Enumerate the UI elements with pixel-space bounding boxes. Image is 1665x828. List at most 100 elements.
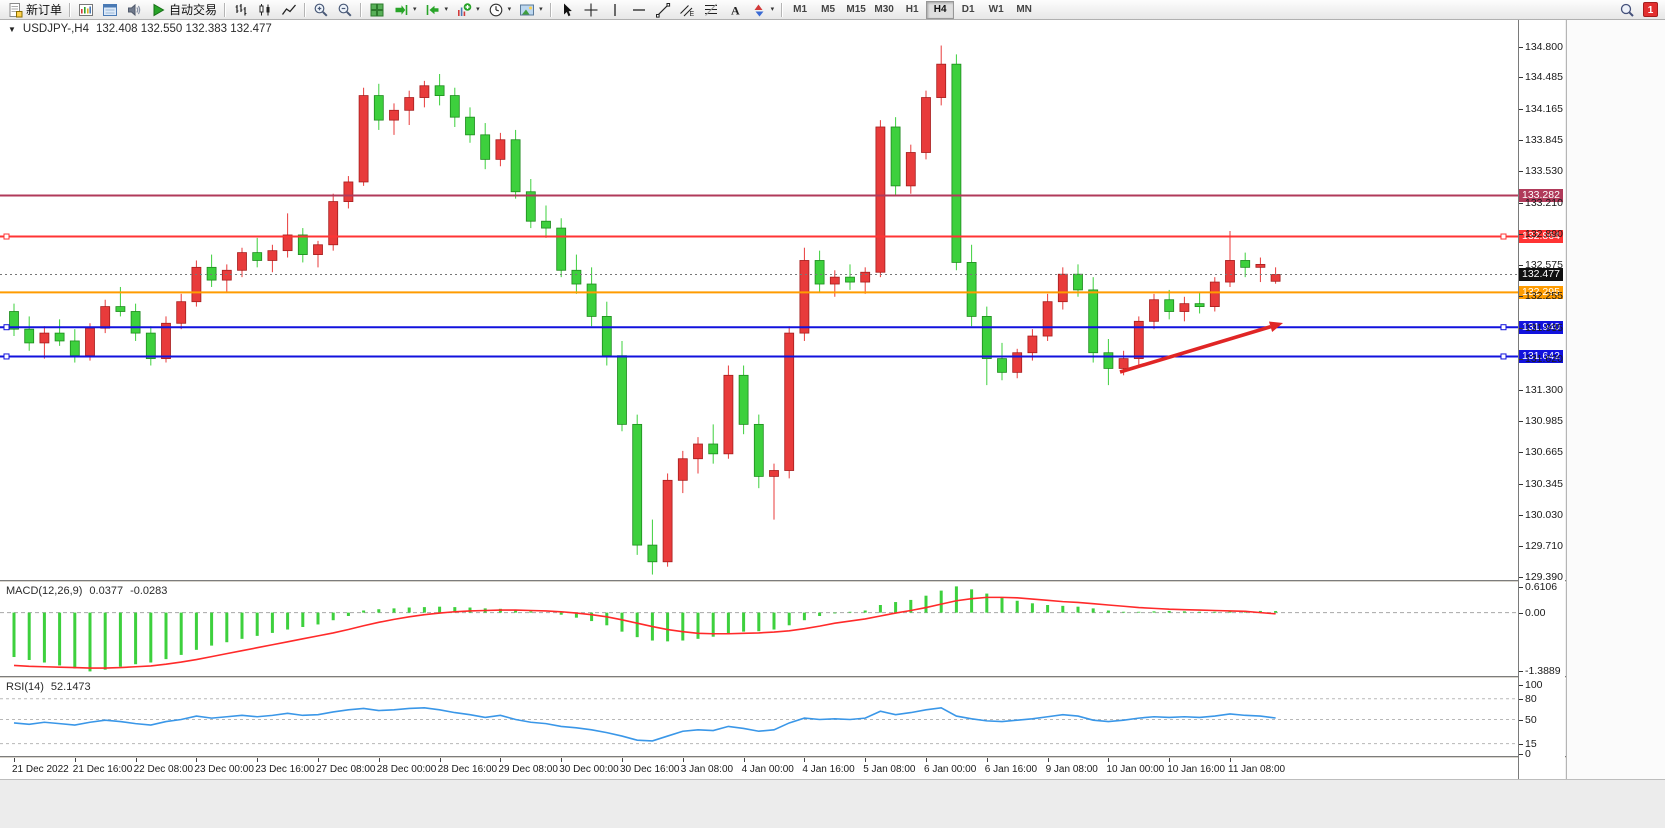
right-panel-area [1566, 20, 1665, 779]
equidistant-channel-button[interactable]: E [675, 0, 699, 20]
time-tick [135, 758, 137, 762]
zoom-out-button[interactable] [333, 0, 357, 20]
indicators-button[interactable]: ▾ [452, 0, 484, 20]
price-chart-pane[interactable]: ▼ USDJPY-,H4 132.408 132.550 132.383 132… [0, 20, 1518, 580]
price-badge-132.864: 132.864 [1519, 230, 1563, 244]
line-handle[interactable] [3, 233, 10, 240]
pane-separator[interactable] [0, 676, 1566, 679]
channel-icon: E [679, 4, 694, 18]
bars-icon [235, 3, 247, 15]
pane-separator[interactable] [0, 756, 1566, 758]
candle-body [784, 332, 795, 471]
macd-pane[interactable]: MACD(12,26,9) 0.0377 -0.0283 [0, 583, 1518, 676]
trendline-button[interactable] [651, 0, 675, 20]
time-tick [1169, 758, 1171, 762]
timeframe-m30[interactable]: M30 [874, 3, 894, 15]
horizontal-line-button[interactable] [627, 0, 651, 20]
dropdown-arrow-icon[interactable]: ▾ [507, 5, 512, 13]
notifications-badge[interactable]: 1 [1643, 2, 1658, 17]
timeframe-m15[interactable]: M15 [846, 3, 866, 15]
dropdown-arrow-icon[interactable]: ▾ [413, 5, 417, 13]
axis-tick [1519, 586, 1523, 588]
candle-body [252, 252, 263, 261]
price-chart-canvas [0, 45, 1518, 575]
timeframe-w1[interactable]: W1 [988, 3, 1004, 15]
time-tick [500, 758, 502, 762]
trend-arrow-annotation[interactable] [1119, 325, 1272, 374]
price-axis[interactable]: 133.282 132.864 132.295 131.940 131.642 132.4… [1518, 20, 1565, 779]
crosshair-button[interactable] [579, 0, 603, 20]
timeframe-h1[interactable]: H1 [905, 3, 919, 15]
line-handle[interactable] [1500, 324, 1507, 331]
price-badge-131.940: 131.940 [1519, 320, 1563, 334]
timeframe-h4[interactable]: H4 [926, 0, 955, 19]
bar-chart-type-button[interactable] [229, 0, 253, 20]
candle-body [282, 234, 293, 252]
date-label: 4 Jan 00:00 [741, 764, 794, 775]
candle-body [997, 358, 1007, 373]
tile-windows-button[interactable] [365, 0, 389, 20]
line-handle[interactable] [1500, 233, 1507, 240]
text-label-button[interactable]: A [723, 0, 747, 20]
fibonacci-button[interactable] [699, 0, 723, 20]
time-tick [561, 758, 563, 762]
rsi-name: RSI(14) [6, 681, 44, 693]
alerts-button[interactable] [122, 0, 146, 20]
search-button[interactable] [1615, 0, 1639, 20]
arrows-objects-button[interactable]: ▾ [747, 0, 779, 20]
candle-body [191, 266, 202, 303]
candle-body [662, 479, 673, 563]
profiles-button[interactable] [98, 0, 122, 20]
time-axis[interactable]: 21 Dec 2022 21 Dec 16:00 22 Dec 08:00 23 De… [0, 758, 1518, 779]
candle-body [1073, 273, 1083, 291]
rsi-canvas[interactable] [0, 679, 1518, 756]
candle-body [875, 126, 886, 273]
rsi-pane[interactable]: RSI(14) 52.1473 [0, 679, 1518, 756]
time-tick [804, 758, 806, 762]
new-chart-button[interactable] [74, 0, 98, 20]
line-handle[interactable] [1500, 353, 1507, 360]
price-axis-label: 130.665 [1525, 446, 1563, 459]
candle-chart-type-button[interactable] [253, 0, 277, 20]
candle-body [1225, 260, 1235, 283]
chart-title: ▼ USDJPY-,H4 132.408 132.550 132.383 132… [8, 23, 272, 35]
line-handle[interactable] [3, 353, 10, 360]
date-label: 28 Dec 16:00 [437, 764, 498, 775]
toolbar-separator [549, 2, 552, 17]
candles-icon [259, 3, 270, 15]
auto-trading-label: 自动交易 [169, 3, 218, 17]
dropdown-arrow-icon[interactable]: ▾ [539, 5, 543, 13]
indicators-icon [458, 2, 472, 16]
date-label: 30 Dec 16:00 [620, 764, 680, 775]
templates-button[interactable]: ▾ [515, 0, 547, 20]
chart-shift-button[interactable]: ▾ [421, 0, 453, 20]
time-tick [74, 758, 76, 762]
toolbar-buttons: 新订单 自动交易 ▾ ▾ ▾ ▾ ▾ E A ▾ M1 M5 M15 M30 H1 H4 D1 W1 MN [3, 0, 1615, 20]
line-chart-type-button[interactable] [277, 0, 301, 20]
auto-scroll-button[interactable]: ▾ [389, 0, 421, 20]
candle-body [632, 423, 643, 546]
zoom-in-button[interactable] [309, 0, 333, 20]
timeframe-mn[interactable]: MN [1016, 3, 1032, 15]
macd-canvas[interactable] [0, 583, 1518, 676]
periods-button[interactable]: ▾ [484, 0, 516, 20]
cursor-button[interactable] [555, 0, 579, 20]
pane-separator[interactable] [0, 580, 1566, 583]
timeframe-d1[interactable]: D1 [961, 3, 975, 15]
line-handle[interactable] [3, 324, 10, 331]
timeframe-m1[interactable]: M1 [793, 3, 808, 15]
collapse-chart-icon[interactable]: ▼ [8, 24, 16, 34]
play-icon [153, 3, 165, 16]
dropdown-arrow-icon[interactable]: ▾ [476, 5, 480, 13]
new-order-button[interactable]: 新订单 [3, 0, 66, 20]
price-axis-label: 133.210 [1525, 196, 1563, 209]
dropdown-arrow-icon[interactable]: ▾ [770, 5, 775, 13]
vertical-line-button[interactable] [603, 0, 627, 20]
dropdown-arrow-icon[interactable]: ▾ [444, 5, 449, 13]
timeframe-m5[interactable]: M5 [821, 3, 836, 15]
cursor-icon [563, 3, 572, 16]
time-tick [1047, 758, 1049, 762]
macd-main-value: 0.0377 [89, 585, 124, 597]
axis-tick [1519, 546, 1523, 548]
auto-trading-button[interactable]: 自动交易 [146, 0, 221, 20]
